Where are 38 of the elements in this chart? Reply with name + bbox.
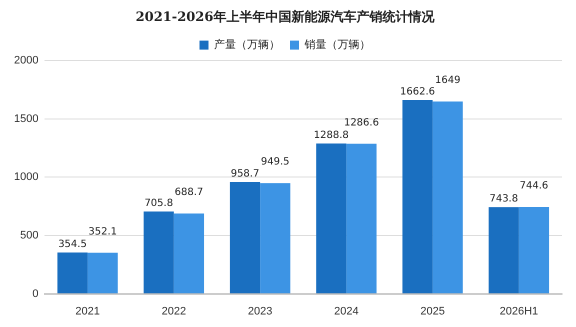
legend-label: 销量（万辆） bbox=[304, 38, 370, 51]
x-tick-label: 2023 bbox=[248, 305, 272, 318]
bar bbox=[260, 183, 290, 294]
bar bbox=[144, 212, 174, 294]
x-tick-label: 2022 bbox=[162, 305, 186, 318]
x-tick-label: 2025 bbox=[420, 305, 445, 318]
bar bbox=[488, 207, 519, 294]
data-label: 1662.6 bbox=[400, 86, 436, 98]
y-tick-label: 1500 bbox=[14, 112, 38, 125]
x-tick-label: 2021 bbox=[75, 305, 100, 318]
data-label: 688.7 bbox=[174, 187, 204, 198]
x-tick-label: 2024 bbox=[334, 305, 359, 318]
data-label: 352.1 bbox=[88, 226, 118, 238]
bar bbox=[402, 100, 433, 294]
legend-label: 产量（万辆） bbox=[214, 38, 280, 51]
data-label: 743.8 bbox=[489, 194, 518, 205]
x-tick-label: 2026H1 bbox=[500, 305, 538, 318]
bar bbox=[316, 144, 346, 294]
data-label: 1286.6 bbox=[344, 117, 379, 128]
data-label: 958.7 bbox=[230, 168, 260, 180]
data-label: 744.6 bbox=[520, 180, 548, 192]
bar bbox=[88, 252, 118, 294]
data-label: 354.5 bbox=[58, 239, 87, 250]
chart-title: 2021-2026年上半年中国新能源汽车产销统计情况 bbox=[136, 9, 436, 26]
y-tick-label: 500 bbox=[20, 230, 38, 242]
data-label: 1288.8 bbox=[314, 130, 349, 142]
y-tick-label: 2000 bbox=[14, 54, 38, 67]
bar bbox=[174, 214, 204, 294]
data-label: 949.5 bbox=[260, 156, 290, 168]
y-tick-label: 1000 bbox=[14, 171, 38, 184]
bar bbox=[432, 102, 463, 294]
bar bbox=[346, 144, 377, 294]
data-label: 1649 bbox=[434, 75, 460, 86]
data-label: 705.8 bbox=[144, 198, 174, 210]
bar bbox=[518, 206, 550, 294]
y-tick-label: 0 bbox=[32, 288, 38, 300]
bar bbox=[57, 252, 88, 294]
bar bbox=[230, 182, 260, 294]
